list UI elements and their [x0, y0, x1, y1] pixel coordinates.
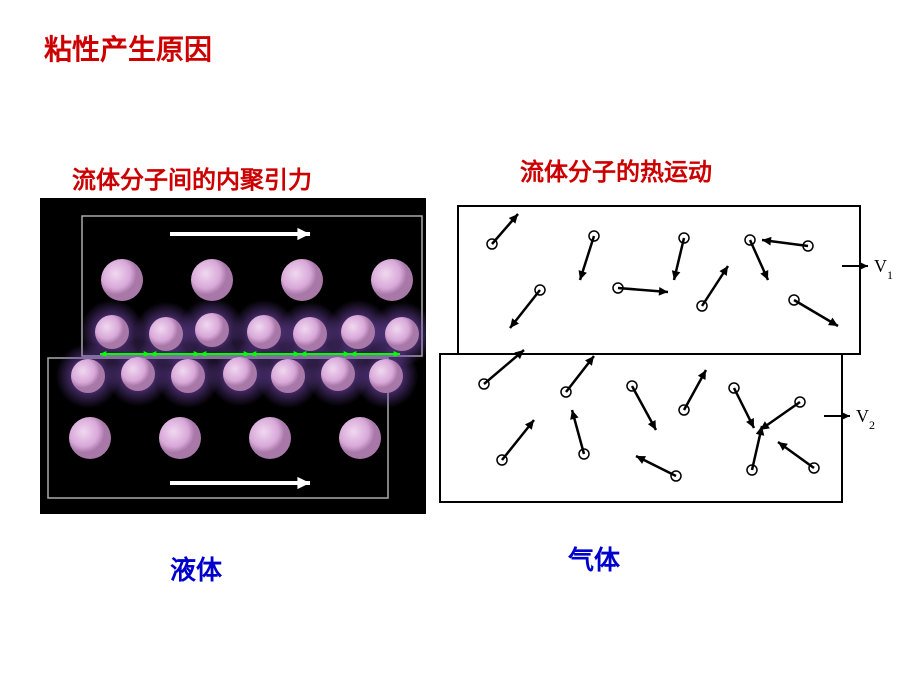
- liquid-subtitle: 流体分子间的内聚引力: [72, 160, 312, 195]
- gas-diagram: V1 V2: [432, 198, 894, 514]
- liquid-label: 液体: [170, 550, 222, 587]
- svg-text:V1: V1: [874, 256, 893, 282]
- svg-text:V2: V2: [856, 406, 875, 432]
- gas-subtitle: 流体分子的热运动: [520, 152, 712, 187]
- liquid-diagram: [40, 198, 426, 514]
- page-title: 粘性产生原因: [44, 28, 212, 68]
- gas-label: 气体: [568, 540, 620, 577]
